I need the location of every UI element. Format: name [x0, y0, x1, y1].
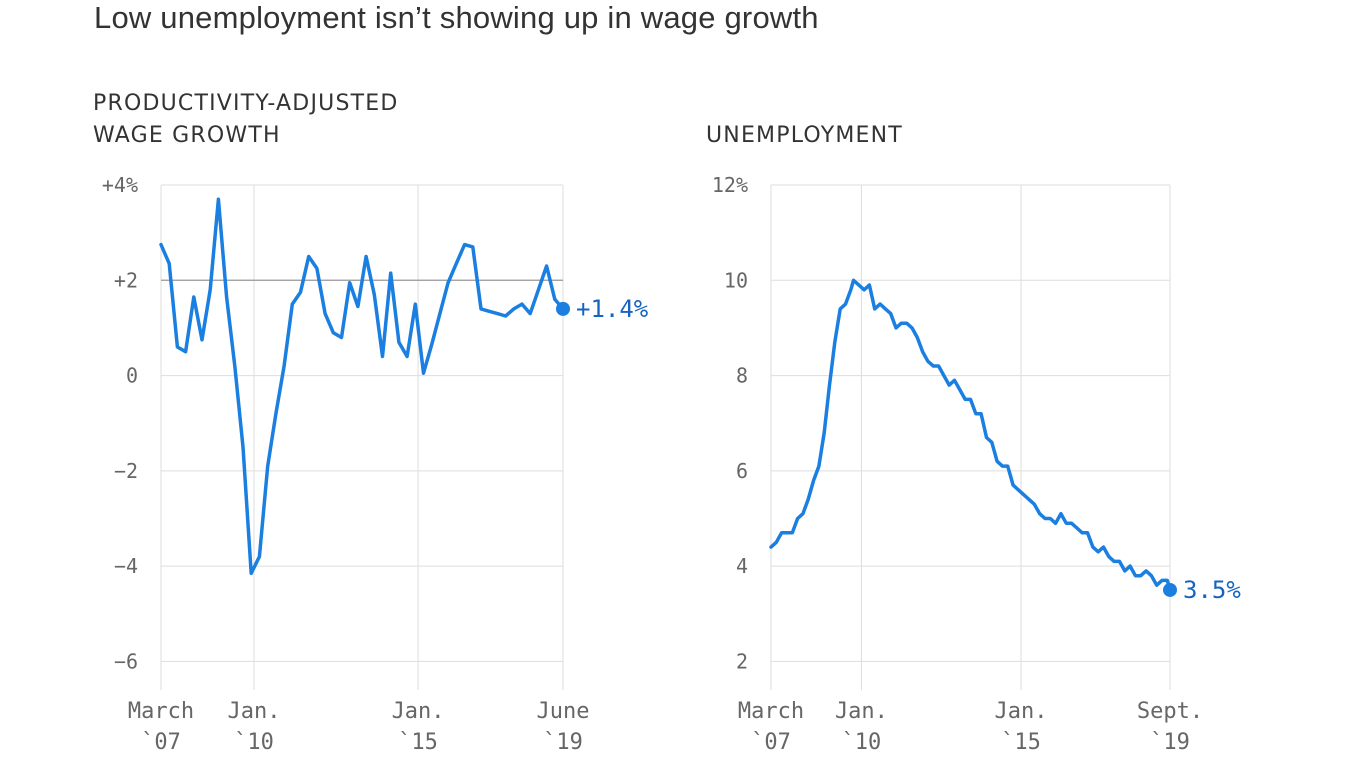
end-point-marker [1163, 582, 1177, 597]
panel-title-line: UNEMPLOYMENT [706, 123, 903, 148]
x-tick-label: `15 [398, 730, 438, 755]
series-line [769, 278, 1172, 592]
x-tick-label: `10 [842, 730, 882, 755]
x-tick-label: March [738, 699, 804, 724]
y-tick-label: 8 [736, 364, 748, 388]
y-tick-label: +2 [114, 268, 138, 292]
y-tick-label: 12% [712, 173, 748, 197]
y-tick-label: −4 [114, 554, 138, 578]
x-tick-label: Jan. [835, 699, 888, 724]
x-tick-label: `15 [1001, 730, 1041, 755]
y-tick-label: −6 [114, 649, 138, 673]
unemployment-chart: UNEMPLOYMENT 12% 10 8 6 4 2 March `07 Jan. `10 Jan.… [706, 123, 1241, 755]
x-tick-label: `07 [751, 730, 791, 755]
y-tick-label: −2 [114, 459, 138, 483]
y-tick-label: 10 [724, 268, 748, 292]
y-tick-label: 0 [126, 364, 138, 388]
x-tick-label: Jan. [227, 699, 280, 724]
series-line [159, 197, 565, 576]
end-value-label: 3.5% [1183, 576, 1241, 604]
y-tick-label: 4 [736, 554, 748, 578]
y-tick-label: 2 [736, 649, 748, 673]
wage-growth-chart: PRODUCTIVITY-ADJUSTED WAGE GROWTH +4% +2 0 −2… [93, 91, 649, 755]
x-tick-label: `19 [1150, 730, 1190, 755]
x-tick-label: March [128, 699, 194, 724]
y-tick-label: 6 [736, 459, 748, 483]
panel-title-line: WAGE GROWTH [93, 123, 281, 148]
x-tick-label: Jan. [995, 699, 1048, 724]
y-tick-label: +4% [102, 173, 138, 197]
x-tick-label: Sept. [1137, 699, 1203, 724]
x-tick-label: Jan. [392, 699, 445, 724]
chart-title: Low unemployment isn’t showing up in wag… [94, 0, 819, 35]
x-tick-label: `19 [543, 730, 583, 755]
x-tick-label: June [537, 699, 590, 724]
end-value-label: +1.4% [576, 295, 649, 323]
panel-title-line: PRODUCTIVITY-ADJUSTED [93, 91, 399, 116]
end-point-marker [556, 301, 570, 316]
x-tick-label: `10 [234, 730, 274, 755]
x-tick-label: `07 [141, 730, 181, 755]
